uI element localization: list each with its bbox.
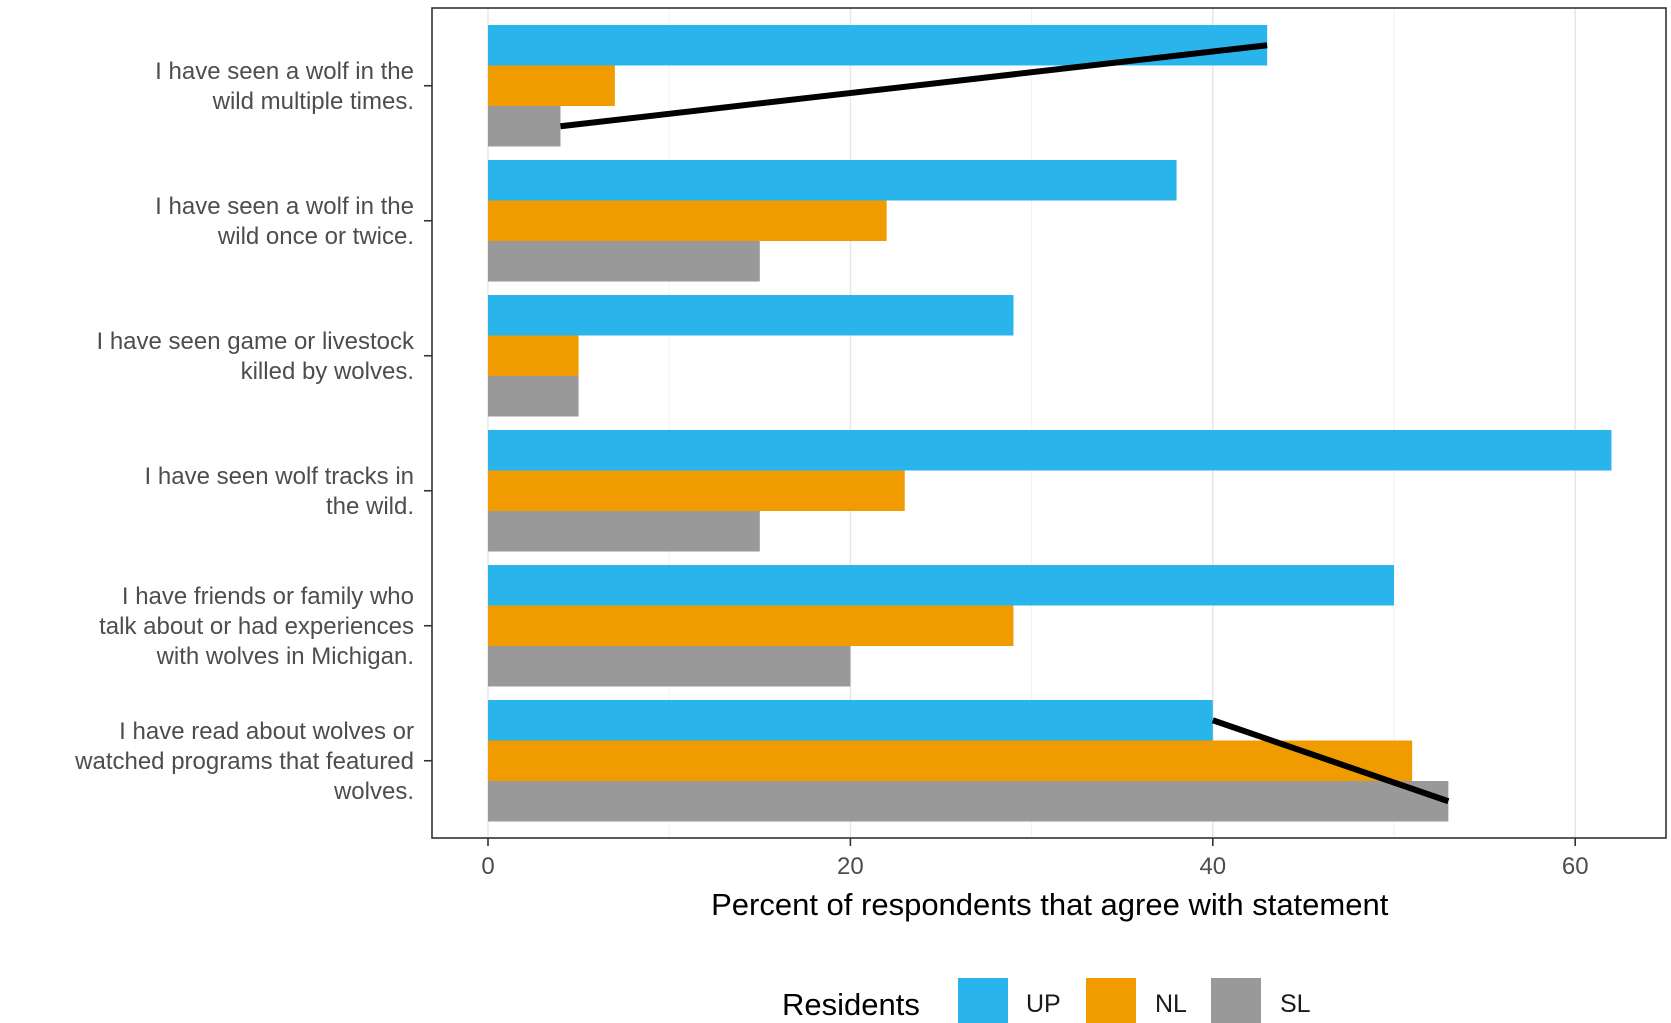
bar-nl-2: [488, 200, 887, 241]
legend-label-nl: NL: [1155, 990, 1187, 1018]
legend: Residents UP NL SL: [782, 978, 1311, 1023]
x-tick-label: 0: [481, 853, 494, 880]
bars: [488, 25, 1612, 822]
bar-up-6: [488, 700, 1213, 741]
bar-sl-6: [488, 781, 1449, 822]
category-label: I have seen game or livestock: [97, 328, 415, 355]
category-label: I have seen a wolf in the: [155, 193, 414, 220]
x-tick-label: 60: [1562, 853, 1589, 880]
legend-title: Residents: [782, 987, 920, 1022]
bar-nl-6: [488, 740, 1413, 781]
legend-swatch-sl: [1211, 978, 1261, 1023]
y-axis: I have seen a wolf in the wild multiple t…: [74, 58, 432, 805]
annotation-line-1: [560, 42, 1268, 130]
bar-up-3: [488, 295, 1014, 336]
bar-nl-5: [488, 605, 1014, 646]
category-label: watched programs that featured: [74, 748, 414, 775]
bar-sl-3: [488, 376, 579, 417]
plot-panel-border: [431, 7, 1667, 839]
category-label: I have seen a wolf in the: [155, 58, 414, 85]
x-axis: 0 20 40 60: [481, 838, 1589, 880]
category-label: wolves.: [333, 778, 414, 805]
bar-nl-1: [488, 65, 615, 106]
legend-label-sl: SL: [1280, 990, 1311, 1018]
legend-swatch-nl: [1086, 978, 1136, 1023]
category-label: talk about or had experiences: [99, 613, 414, 640]
bar-sl-2: [488, 241, 760, 282]
bar-up-5: [488, 565, 1394, 606]
category-label: with wolves in Michigan.: [156, 643, 414, 670]
legend-swatch-up: [958, 978, 1008, 1023]
annotation-line-2: [1211, 717, 1450, 805]
grid-lines: [487, 8, 1576, 838]
category-label: killed by wolves.: [241, 358, 414, 385]
category-label: I have friends or family who: [122, 583, 414, 610]
x-tick-label: 20: [837, 853, 864, 880]
category-label: I have read about wolves or: [119, 718, 414, 745]
x-tick-label: 40: [1199, 853, 1226, 880]
x-axis-title: Percent of respondents that agree with s…: [711, 887, 1389, 922]
category-label: I have seen wolf tracks in: [145, 463, 414, 490]
bar-nl-3: [488, 335, 579, 376]
legend-label-up: UP: [1026, 990, 1061, 1018]
category-label: wild once or twice.: [217, 223, 414, 250]
bar-up-4: [488, 430, 1612, 471]
annotation-lines: [560, 42, 1450, 805]
category-label: wild multiple times.: [212, 88, 414, 115]
category-label: the wild.: [326, 493, 414, 520]
bar-nl-4: [488, 470, 905, 511]
bar-sl-5: [488, 646, 851, 687]
bar-sl-4: [488, 511, 760, 552]
bar-up-2: [488, 160, 1177, 201]
bar-sl-1: [488, 106, 561, 147]
